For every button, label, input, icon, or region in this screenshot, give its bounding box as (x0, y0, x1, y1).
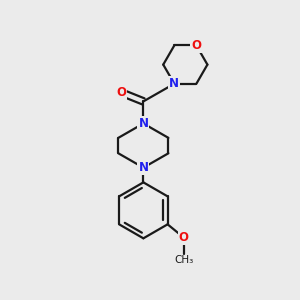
Text: N: N (138, 117, 148, 130)
Text: N: N (169, 77, 179, 90)
Text: CH₃: CH₃ (174, 255, 194, 265)
Text: O: O (179, 231, 189, 244)
Text: N: N (138, 161, 148, 174)
Text: O: O (116, 86, 126, 99)
Text: O: O (191, 39, 201, 52)
